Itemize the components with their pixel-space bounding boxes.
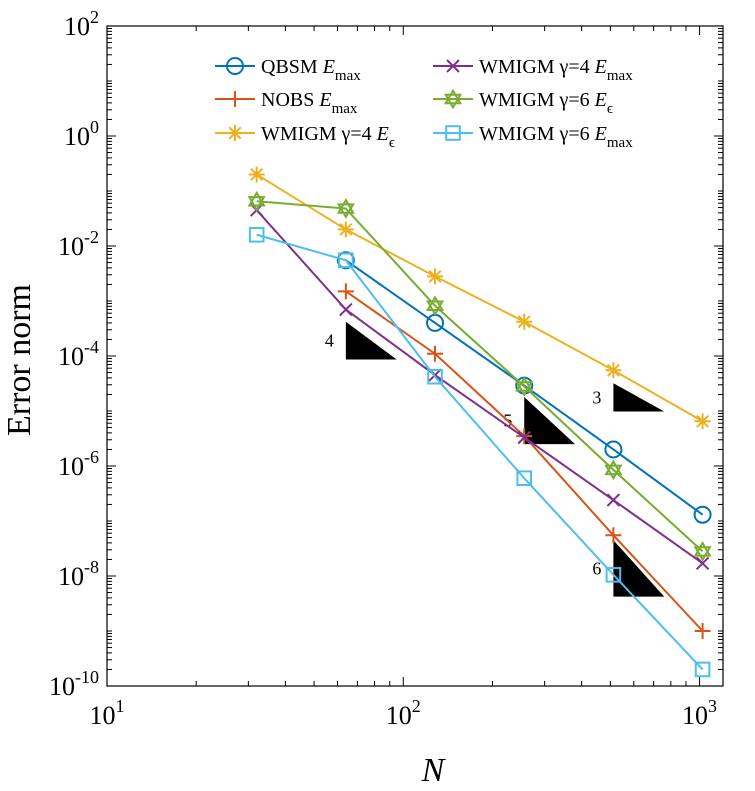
- data-point: [248, 166, 265, 183]
- y-tick-label: 10-10: [49, 667, 99, 701]
- legend-entry: WMIGM γ=6 Emax: [433, 123, 633, 151]
- series-4: [247, 190, 712, 562]
- data-point: [426, 295, 445, 317]
- legend-label: WMIGM γ=6 Emax: [479, 123, 633, 151]
- data-point: [694, 623, 711, 639]
- series-layer: [247, 166, 712, 678]
- x-tick-label: 103: [682, 696, 717, 730]
- data-point: [516, 470, 533, 487]
- y-tick-label: 100: [64, 117, 99, 151]
- data-point: [605, 567, 622, 583]
- data-point: [517, 430, 531, 445]
- data-point: [605, 362, 622, 379]
- slope-triangle: [613, 383, 665, 412]
- legend-entry: NOBS Emax: [215, 89, 358, 117]
- data-point: [427, 268, 444, 285]
- data-point: [445, 125, 461, 141]
- legend: QBSM Emax NOBS Emax WMIGM γ=4 Eϵ WMIGM γ=4 …: [215, 56, 633, 151]
- legend-entry: WMIGM γ=4 Emax: [433, 56, 633, 84]
- series-3: [249, 203, 710, 571]
- y-tick-label: 10-6: [58, 447, 99, 481]
- y-tick-label: 10-4: [58, 337, 99, 371]
- legend-label: WMIGM γ=6 Eϵ: [479, 89, 613, 117]
- data-point: [336, 198, 355, 219]
- data-point: [443, 88, 463, 110]
- data-point: [515, 376, 534, 397]
- x-tick-label: 102: [386, 696, 421, 730]
- y-tick-label: 10-8: [58, 557, 99, 591]
- data-point: [427, 368, 443, 385]
- x-axis-label: N: [421, 752, 447, 789]
- data-point: [337, 221, 354, 238]
- series-1: [337, 283, 711, 639]
- data-point: [338, 252, 354, 269]
- axes-layer: 101 102 103 10-10 10-8 10-6 10-4 10-2 100 102: [49, 7, 724, 730]
- data-point: [227, 91, 243, 107]
- legend-label: QBSM Emax: [261, 56, 361, 84]
- series-2: [248, 166, 711, 430]
- data-point: [339, 302, 353, 317]
- data-point: [227, 125, 243, 141]
- data-point: [446, 59, 460, 73]
- slope-triangle: [345, 321, 397, 360]
- data-point: [247, 190, 266, 212]
- series-5: [248, 226, 711, 678]
- slope-label: 6: [592, 558, 601, 578]
- legend-entry: WMIGM γ=6 Eϵ: [433, 88, 613, 117]
- data-point: [336, 251, 355, 270]
- data-point: [694, 413, 711, 430]
- data-point: [337, 283, 354, 300]
- series-line: [256, 233, 704, 671]
- data-point: [427, 345, 444, 362]
- series-line: [256, 200, 704, 553]
- y-tick-label: 102: [64, 7, 99, 41]
- slope-triangle: [524, 396, 576, 445]
- slope-label: 3: [592, 387, 601, 407]
- data-point: [516, 313, 533, 330]
- legend-entry: WMIGM γ=4 Eϵ: [215, 123, 395, 151]
- legend-label: WMIGM γ=4 Eϵ: [261, 123, 395, 151]
- data-point: [695, 556, 710, 571]
- legend-label: NOBS Emax: [261, 89, 358, 117]
- y-tick-label: 10-2: [58, 227, 99, 261]
- data-point: [226, 57, 244, 75]
- data-point: [604, 459, 623, 481]
- series-line: [256, 173, 704, 423]
- data-point: [605, 527, 622, 544]
- data-point: [693, 505, 712, 524]
- data-point: [248, 226, 265, 243]
- x-tick-label: 101: [90, 696, 125, 730]
- slope-label: 4: [325, 331, 334, 351]
- data-point: [606, 493, 621, 507]
- data-point: [693, 541, 712, 562]
- slope-triangle: [613, 540, 665, 597]
- y-axis-label: Error norm: [1, 284, 38, 436]
- series-line: [255, 209, 704, 565]
- legend-label: WMIGM γ=4 Emax: [479, 56, 633, 84]
- legend-entry: QBSM Emax: [215, 56, 361, 84]
- data-point: [604, 440, 623, 459]
- data-point: [694, 661, 711, 678]
